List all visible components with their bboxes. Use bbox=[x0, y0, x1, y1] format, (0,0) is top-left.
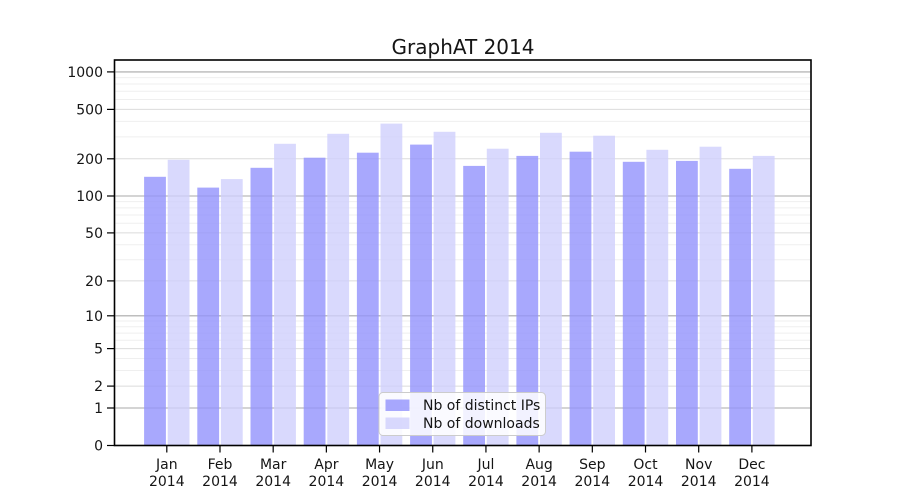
bar-ips-may bbox=[356, 152, 379, 446]
x-tick-label-jun: Jun bbox=[421, 457, 444, 473]
y-tick-label-200: 200 bbox=[76, 152, 103, 168]
bar-downloads-apr bbox=[327, 133, 350, 446]
x-tick-year-sep: 2014 bbox=[574, 474, 610, 490]
chart-title: GraphAT 2014 bbox=[392, 35, 535, 59]
x-tick-year-dec: 2014 bbox=[734, 474, 770, 490]
x-tick-year-jul: 2014 bbox=[468, 474, 504, 490]
bar-ips-jun bbox=[410, 144, 432, 446]
bar-ips-jul bbox=[463, 165, 485, 446]
legend: Nb of distinct IPs Nb of downloads bbox=[378, 392, 546, 436]
x-tick-year-oct: 2014 bbox=[628, 474, 664, 490]
y-tick-label-100: 100 bbox=[76, 189, 103, 205]
x-tick-label-aug: Aug bbox=[525, 457, 552, 473]
legend-label-distinct-ips: Nb of distinct IPs bbox=[423, 398, 540, 414]
x-tick-label-mar: Mar bbox=[260, 457, 287, 473]
x-tick-label-sep: Sep bbox=[579, 457, 606, 473]
x-tick-label-jan: Jan bbox=[155, 457, 178, 473]
legend-label-downloads: Nb of downloads bbox=[423, 416, 540, 432]
x-tick-year-jan: 2014 bbox=[149, 474, 185, 490]
bar-downloads-sep bbox=[593, 135, 615, 446]
bar-downloads-jan bbox=[167, 159, 190, 446]
y-tick-label-0: 0 bbox=[94, 439, 103, 455]
x-tick-year-aug: 2014 bbox=[521, 474, 557, 490]
y-tick-label-1000: 1000 bbox=[67, 65, 103, 81]
bar-downloads-jun bbox=[433, 131, 456, 446]
bar-ips-nov bbox=[676, 160, 698, 446]
bar-ips-aug bbox=[516, 155, 539, 446]
x-tick-label-apr: Apr bbox=[314, 457, 338, 473]
legend-swatch-distinct-ips bbox=[385, 399, 410, 411]
plot-area: 01251020501002005001000Jan2014Feb2014Mar… bbox=[67, 59, 812, 490]
legend-box bbox=[378, 392, 546, 436]
x-tick-label-oct: Oct bbox=[633, 457, 658, 473]
bar-downloads-may bbox=[380, 123, 403, 446]
x-tick-label-jul: Jul bbox=[476, 457, 494, 473]
bar-downloads-aug bbox=[540, 132, 562, 446]
x-tick-year-may: 2014 bbox=[362, 474, 398, 490]
legend-swatch-downloads bbox=[385, 417, 410, 429]
bar-downloads-mar bbox=[274, 143, 296, 446]
bar-downloads-feb bbox=[220, 179, 243, 446]
bar-ips-dec bbox=[729, 168, 751, 446]
bar-ips-apr bbox=[303, 157, 326, 446]
bar-ips-oct bbox=[622, 161, 645, 446]
bar-downloads-jul bbox=[486, 148, 509, 446]
x-tick-label-may: May bbox=[365, 457, 394, 473]
bar-downloads-oct bbox=[646, 149, 669, 446]
y-tick-label-1: 1 bbox=[94, 401, 103, 417]
y-tick-label-500: 500 bbox=[76, 102, 103, 118]
x-tick-year-nov: 2014 bbox=[681, 474, 717, 490]
y-tick-label-20: 20 bbox=[85, 274, 103, 290]
bar-ips-feb bbox=[197, 187, 220, 446]
bar-ips-mar bbox=[250, 167, 273, 446]
y-tick-label-2: 2 bbox=[94, 379, 103, 395]
x-tick-label-nov: Nov bbox=[685, 457, 712, 473]
y-tick-label-50: 50 bbox=[85, 226, 103, 242]
x-tick-year-mar: 2014 bbox=[255, 474, 291, 490]
x-tick-year-feb: 2014 bbox=[202, 474, 238, 490]
bar-downloads-nov bbox=[699, 146, 722, 446]
bar-downloads-dec bbox=[752, 155, 775, 446]
plot-spines bbox=[113, 59, 812, 447]
x-tick-year-jun: 2014 bbox=[415, 474, 451, 490]
x-tick-label-feb: Feb bbox=[208, 457, 233, 473]
bar-ips-jan bbox=[144, 176, 166, 446]
y-tick-label-5: 5 bbox=[94, 342, 103, 358]
bar-ips-sep bbox=[569, 151, 592, 446]
x-tick-label-dec: Dec bbox=[738, 457, 765, 473]
y-tick-label-10: 10 bbox=[85, 309, 103, 325]
x-tick-year-apr: 2014 bbox=[309, 474, 345, 490]
